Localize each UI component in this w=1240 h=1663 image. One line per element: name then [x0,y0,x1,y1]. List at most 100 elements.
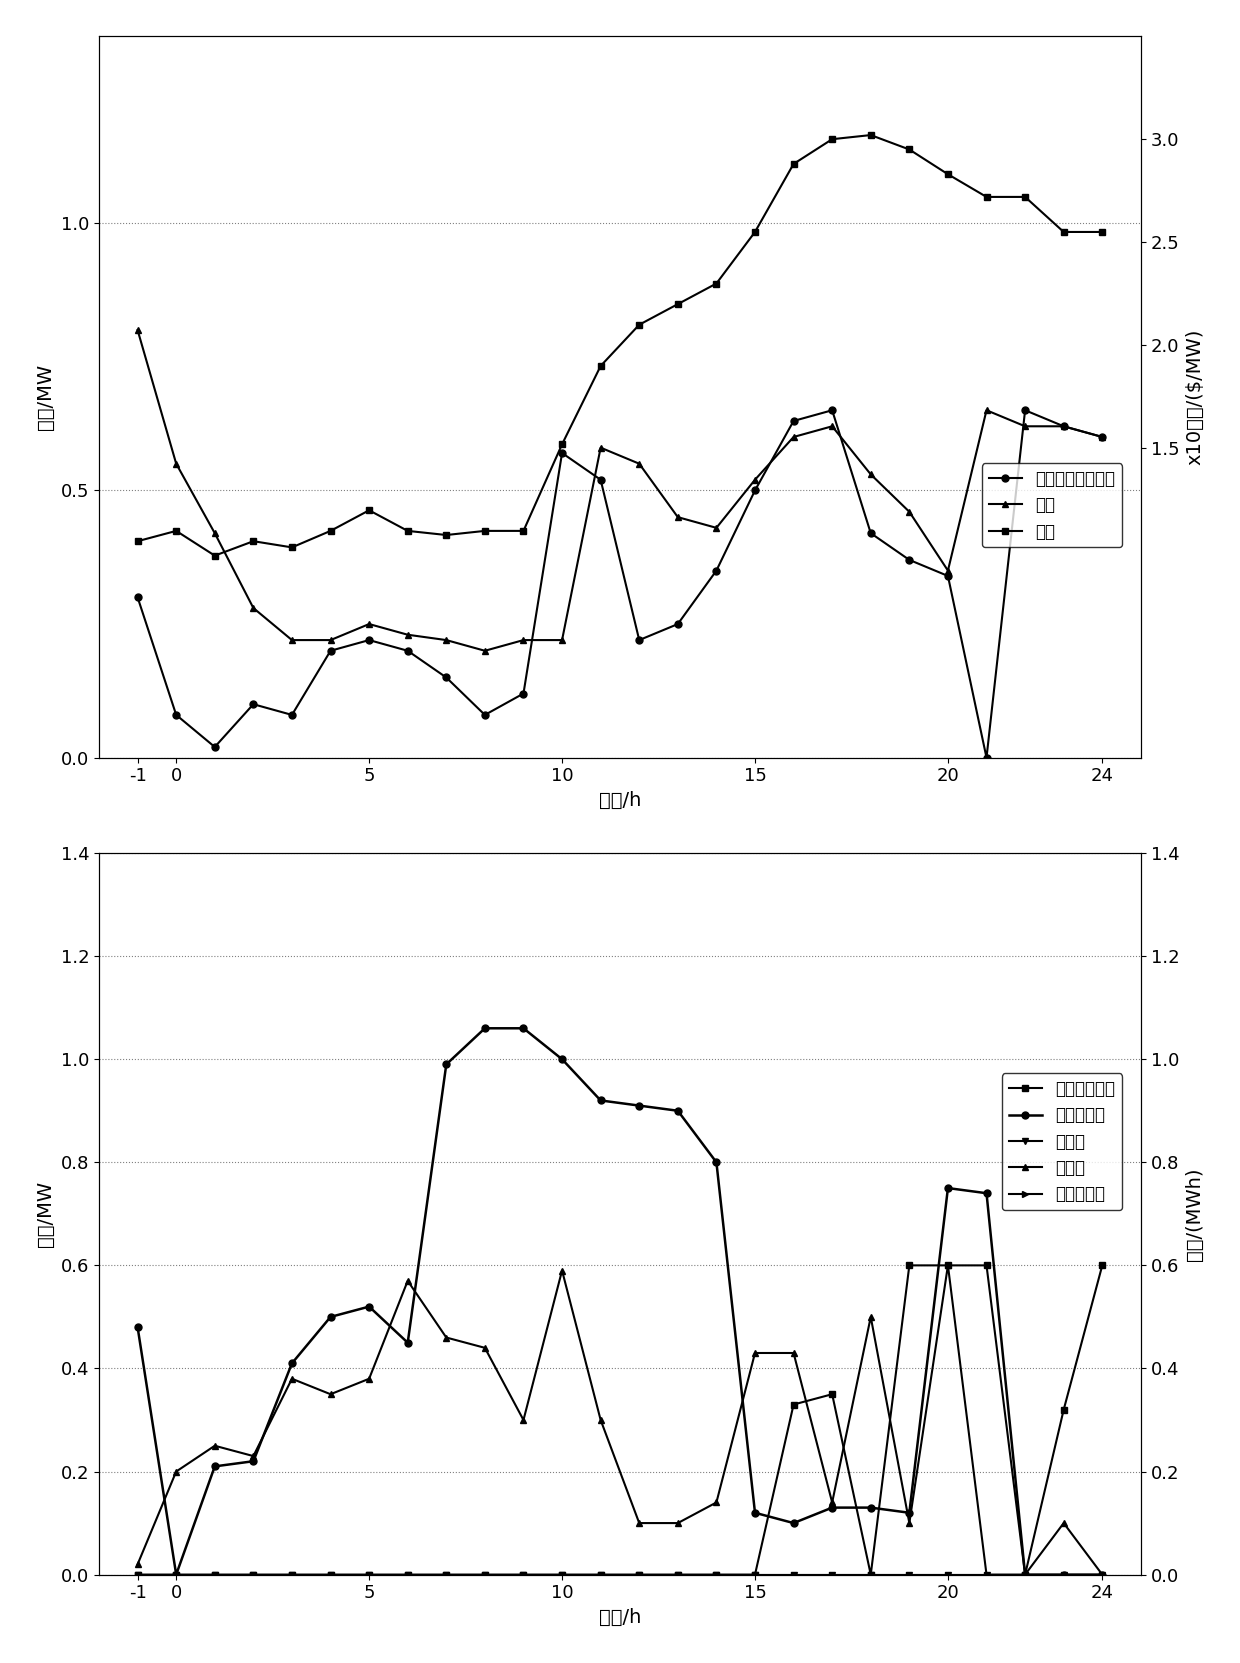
可再生能源总出力 [246,693,260,713]
中断负荷量 [324,1565,339,1585]
购电量 [516,1410,531,1430]
柴油机总出力 [516,1565,531,1585]
售电量 [863,1565,878,1585]
电价 [516,521,531,540]
负荷 [554,630,569,650]
X-axis label: 时间/h: 时间/h [599,792,641,810]
售电量 [477,1565,492,1585]
柴油机总出力 [825,1384,839,1404]
电价 [362,501,377,521]
负荷 [130,319,145,339]
柴油机总出力 [863,1565,878,1585]
购电量 [246,1447,260,1467]
柴油机总出力 [1095,1256,1110,1276]
储能总电量 [1056,1565,1071,1585]
储能总电量 [786,1513,801,1533]
负荷 [169,454,184,474]
Line: 柴油机总出力: 柴油机总出力 [134,1262,1106,1578]
Line: 负荷: 负荷 [134,326,1106,654]
购电量 [401,1271,415,1290]
电价 [439,526,454,545]
售电量 [401,1565,415,1585]
可再生能源总出力 [130,587,145,607]
电价 [477,521,492,540]
储能总电量 [863,1498,878,1518]
购电量 [169,1462,184,1482]
负荷 [1056,416,1071,436]
柴油机总出力 [554,1565,569,1585]
中断负荷量 [477,1565,492,1585]
售电量 [632,1565,647,1585]
Line: 售电量: 售电量 [134,1572,1106,1578]
电价 [284,537,299,557]
可再生能源总出力 [863,524,878,544]
售电量 [940,1565,955,1585]
可再生能源总出力 [439,667,454,687]
柴油机总出力 [671,1565,686,1585]
Line: 电价: 电价 [134,131,1106,559]
储能总电量 [632,1096,647,1116]
电价 [246,530,260,550]
购电量 [284,1369,299,1389]
中断负荷量 [632,1565,647,1585]
储能总电量 [748,1503,763,1523]
电价 [940,165,955,185]
购电量 [1095,1565,1110,1585]
售电量 [169,1565,184,1585]
柴油机总出力 [246,1565,260,1585]
购电量 [825,1492,839,1512]
可再生能源总出力 [786,411,801,431]
储能总电量 [439,1054,454,1074]
Line: 购电量: 购电量 [134,1262,1106,1578]
售电量 [593,1565,608,1585]
售电量 [439,1565,454,1585]
电价 [901,140,916,160]
柴油机总出力 [940,1256,955,1276]
Legend: 柴油机总出力, 储能总电量, 售电量, 购电量, 中断负荷量: 柴油机总出力, 储能总电量, 售电量, 购电量, 中断负荷量 [1002,1073,1122,1211]
购电量 [593,1410,608,1430]
中断负荷量 [1056,1565,1071,1585]
电价 [1018,186,1033,206]
售电量 [554,1565,569,1585]
电价 [401,521,415,540]
柴油机总出力 [786,1395,801,1415]
购电量 [130,1555,145,1575]
中断负荷量 [940,1565,955,1585]
负荷 [362,614,377,634]
中断负荷量 [401,1565,415,1585]
负荷 [477,640,492,660]
中断负荷量 [207,1565,222,1585]
购电量 [863,1307,878,1327]
可再生能源总出力 [709,560,724,580]
中断负荷量 [980,1565,994,1585]
负荷 [940,560,955,580]
电价 [786,155,801,175]
中断负荷量 [284,1565,299,1585]
负荷 [439,630,454,650]
负荷 [246,599,260,619]
售电量 [1018,1565,1033,1585]
中断负荷量 [1018,1565,1033,1585]
中断负荷量 [362,1565,377,1585]
售电量 [709,1565,724,1585]
负荷 [401,625,415,645]
中断负荷量 [825,1565,839,1585]
售电量 [825,1565,839,1585]
可再生能源总出力 [362,630,377,650]
电价 [632,314,647,334]
售电量 [671,1565,686,1585]
购电量 [901,1513,916,1533]
购电量 [1018,1565,1033,1585]
柴油机总出力 [362,1565,377,1585]
负荷 [709,517,724,537]
售电量 [901,1565,916,1585]
柴油机总出力 [401,1565,415,1585]
中断负荷量 [901,1565,916,1585]
电价 [825,130,839,150]
Line: 储能总电量: 储能总电量 [134,1024,1106,1578]
中断负荷量 [554,1565,569,1585]
可再生能源总出力 [593,469,608,489]
负荷 [324,630,339,650]
储能总电量 [671,1101,686,1121]
购电量 [324,1384,339,1404]
